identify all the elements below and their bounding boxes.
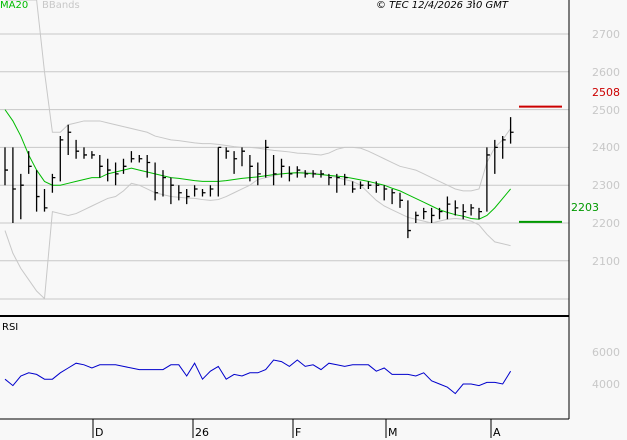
ohlc-bar	[407, 200, 411, 239]
y-tick-label: 2600	[592, 65, 620, 79]
ohlc-bar	[438, 207, 443, 220]
ohlc-bar	[509, 117, 514, 144]
y-tick-label: 2300	[592, 179, 620, 193]
ohlc-bar	[35, 170, 40, 212]
ohlc-bar	[486, 147, 490, 212]
bband-upper	[5, 0, 512, 192]
ohlc-bar	[99, 154, 103, 178]
ohlc-bar	[154, 162, 159, 201]
x-tick-label: 26	[195, 426, 209, 439]
y-tick-label: 2100	[592, 254, 620, 268]
ohlc-bar	[241, 147, 245, 167]
rsi-tick-label: 4000	[592, 378, 620, 391]
ohlc-bar	[83, 147, 87, 159]
ohlc-bar	[454, 200, 459, 216]
ohlc-bar	[186, 188, 190, 205]
ohlc-bar	[328, 173, 332, 186]
ohlc-bar	[4, 147, 8, 186]
ohlc-bar	[367, 181, 372, 189]
ohlc-bar	[249, 154, 253, 182]
ohlc-bar	[130, 151, 135, 163]
y-tick-label: 2700	[592, 28, 620, 41]
ohlc-bar	[462, 204, 467, 220]
ohlc-bar	[304, 170, 309, 178]
ohlc-bar	[375, 181, 380, 193]
ohlc-bar	[312, 170, 317, 178]
rsi-tick-label: 6000	[592, 346, 620, 359]
copyright: © TEC 12/4/2026 3:0 GMT	[376, 0, 508, 11]
ohlc-bar	[209, 185, 214, 197]
y-tick-label: 2500	[592, 103, 620, 117]
ohlc-bar	[280, 158, 285, 178]
ohlc-bar	[296, 166, 301, 178]
ohlc-bar	[494, 139, 498, 174]
ohlc-bar	[288, 166, 293, 182]
ohlc-bar	[359, 181, 364, 189]
ohlc-bar	[217, 146, 222, 197]
ohlc-bar	[502, 136, 506, 159]
ohlc-bar	[91, 151, 95, 159]
ohlc-bar	[20, 173, 24, 220]
ohlc-bar	[67, 124, 72, 155]
ohlc-bar	[43, 188, 48, 212]
ohlc-bar	[391, 188, 396, 205]
ohlc-bar	[138, 154, 143, 163]
ohlc-bar	[107, 158, 111, 182]
ohlc-bar	[257, 162, 261, 186]
legend-ma20: MA20	[0, 0, 29, 11]
ohlc-bar	[146, 154, 151, 178]
ohlc-bar	[122, 158, 127, 174]
ohlc-bar	[351, 181, 356, 193]
y-tick-label: 2400	[592, 141, 620, 155]
ohlc-bar	[193, 185, 198, 197]
ohlc-bar	[415, 211, 419, 223]
ohlc-bar	[59, 136, 64, 182]
ohlc-bar	[170, 177, 174, 205]
bband-lower	[4, 171, 511, 300]
ohlc-bar	[114, 162, 119, 186]
ohlc-bar	[430, 207, 435, 223]
ohlc-bar	[28, 151, 32, 174]
x-tick-label: M	[388, 426, 398, 439]
rsi-line	[4, 359, 512, 395]
ohlc-bar	[423, 207, 427, 220]
ohlc-bar	[225, 147, 230, 159]
ohlc-bar	[75, 139, 80, 159]
ohlc-bar	[201, 188, 206, 197]
ohlc-bar	[272, 154, 277, 186]
level-label: 2203	[571, 200, 599, 214]
ohlc-bar	[383, 185, 388, 201]
ohlc-bar	[12, 147, 16, 223]
ohlc-bar	[344, 173, 348, 186]
ohlc-bar	[336, 173, 340, 193]
x-tick-label: F	[295, 426, 302, 439]
ohlc-bar	[233, 151, 238, 174]
rsi-label: RSI	[2, 322, 19, 333]
y-tick-label: 2200	[592, 217, 620, 230]
ohlc-bar	[265, 139, 269, 178]
level-label: 2508	[592, 85, 620, 99]
x-tick-label: A	[493, 426, 501, 439]
ohlc-bar	[162, 170, 166, 197]
ohlc-bar	[399, 192, 403, 208]
ohlc-bar	[470, 204, 475, 216]
ohlc-bar	[320, 170, 324, 178]
ohlc-bar	[446, 196, 451, 220]
x-tick-label: D	[95, 426, 104, 439]
ohlc-bar	[178, 185, 182, 201]
ohlc-bar	[51, 173, 56, 193]
ohlc-bar	[478, 207, 482, 220]
legend-bbands: BBands	[42, 0, 80, 11]
